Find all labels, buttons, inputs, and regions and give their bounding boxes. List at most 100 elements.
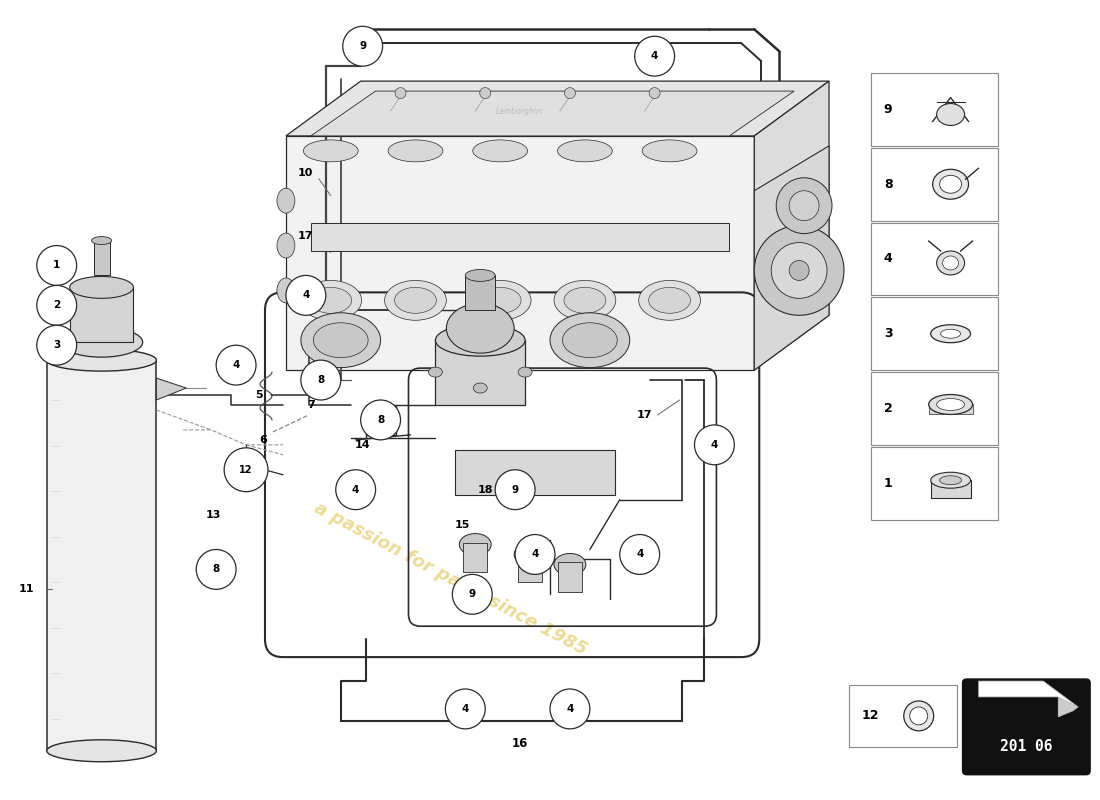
Ellipse shape — [47, 349, 156, 371]
Circle shape — [217, 345, 256, 385]
Text: 9: 9 — [469, 590, 476, 599]
Ellipse shape — [642, 140, 697, 162]
Text: 4: 4 — [232, 360, 240, 370]
Bar — [558, 562, 582, 592]
Ellipse shape — [933, 170, 968, 199]
Text: 4: 4 — [531, 550, 539, 559]
Text: 10: 10 — [298, 168, 314, 178]
Ellipse shape — [428, 367, 442, 377]
Ellipse shape — [939, 476, 961, 485]
Bar — [465, 275, 495, 310]
Bar — [455, 450, 615, 494]
Text: 9: 9 — [883, 103, 892, 116]
Ellipse shape — [639, 281, 701, 320]
Ellipse shape — [91, 237, 111, 245]
Ellipse shape — [447, 303, 514, 353]
Bar — [849, 685, 957, 746]
Circle shape — [619, 534, 660, 574]
Bar — [931, 480, 970, 498]
Text: 7: 7 — [307, 400, 315, 410]
Ellipse shape — [460, 534, 492, 555]
Bar — [463, 542, 487, 572]
Circle shape — [635, 36, 674, 76]
Bar — [871, 73, 999, 146]
Ellipse shape — [558, 140, 613, 162]
Circle shape — [789, 190, 820, 221]
Ellipse shape — [277, 278, 295, 303]
Ellipse shape — [939, 175, 961, 194]
Text: 11: 11 — [19, 584, 34, 594]
Circle shape — [395, 87, 406, 98]
Text: 4: 4 — [566, 704, 573, 714]
Text: 12: 12 — [240, 465, 253, 474]
Circle shape — [36, 326, 77, 365]
Text: 9: 9 — [512, 485, 519, 494]
Ellipse shape — [931, 325, 970, 342]
Text: 4: 4 — [462, 704, 469, 714]
Polygon shape — [979, 681, 1078, 717]
Text: 2: 2 — [53, 300, 60, 310]
Circle shape — [789, 261, 810, 281]
Ellipse shape — [514, 543, 546, 566]
Circle shape — [361, 400, 400, 440]
Ellipse shape — [928, 394, 972, 414]
Bar — [871, 148, 999, 221]
Ellipse shape — [300, 281, 362, 320]
Ellipse shape — [314, 322, 369, 358]
Ellipse shape — [943, 256, 958, 270]
Ellipse shape — [937, 103, 965, 126]
Bar — [871, 222, 999, 295]
Text: 3: 3 — [883, 327, 892, 340]
Circle shape — [36, 246, 77, 286]
Ellipse shape — [940, 330, 960, 338]
Circle shape — [495, 470, 535, 510]
Bar — [47, 360, 156, 750]
Circle shape — [515, 534, 556, 574]
Text: 8: 8 — [377, 415, 384, 425]
Text: a passion for parts since 1985: a passion for parts since 1985 — [311, 499, 590, 659]
Ellipse shape — [249, 460, 264, 470]
Ellipse shape — [388, 140, 443, 162]
Bar — [69, 287, 133, 342]
Ellipse shape — [937, 251, 965, 275]
Text: 4: 4 — [636, 550, 644, 559]
FancyBboxPatch shape — [962, 679, 1090, 774]
Circle shape — [301, 360, 341, 400]
Text: 13: 13 — [206, 510, 221, 520]
Text: 17: 17 — [298, 230, 314, 241]
Ellipse shape — [60, 327, 143, 357]
Text: 4: 4 — [883, 253, 892, 266]
Ellipse shape — [304, 140, 359, 162]
Text: 9: 9 — [359, 42, 366, 51]
Ellipse shape — [562, 322, 617, 358]
Polygon shape — [1058, 697, 1078, 717]
Ellipse shape — [470, 281, 531, 320]
Ellipse shape — [931, 472, 970, 488]
Ellipse shape — [473, 140, 528, 162]
Text: 8: 8 — [212, 565, 220, 574]
Circle shape — [564, 87, 575, 98]
Text: 16: 16 — [512, 738, 528, 750]
Circle shape — [550, 689, 590, 729]
Text: 2: 2 — [883, 402, 892, 415]
Text: 3: 3 — [53, 340, 60, 350]
Ellipse shape — [518, 367, 532, 377]
Ellipse shape — [554, 554, 586, 575]
Ellipse shape — [436, 324, 525, 356]
Text: 14: 14 — [355, 440, 371, 450]
Bar — [928, 405, 972, 414]
Circle shape — [771, 242, 827, 298]
Ellipse shape — [904, 701, 934, 731]
Text: Lamborghini: Lamborghini — [496, 106, 544, 115]
Text: 1: 1 — [53, 261, 60, 270]
Polygon shape — [156, 378, 186, 400]
Text: 6: 6 — [260, 435, 267, 445]
Bar — [94, 241, 110, 275]
Ellipse shape — [395, 287, 437, 314]
Ellipse shape — [277, 233, 295, 258]
Ellipse shape — [69, 277, 133, 298]
Polygon shape — [755, 146, 829, 370]
Polygon shape — [311, 91, 794, 136]
Text: 18: 18 — [477, 485, 493, 494]
Text: 17: 17 — [637, 410, 652, 420]
